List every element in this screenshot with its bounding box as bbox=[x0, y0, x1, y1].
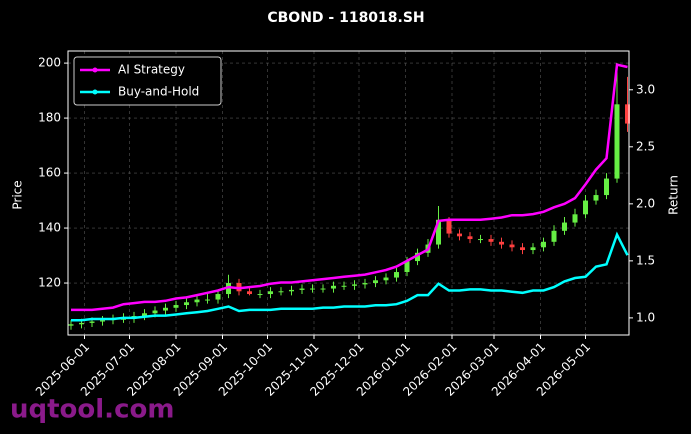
candle-body bbox=[593, 195, 599, 201]
y-tick-label: 140 bbox=[38, 221, 61, 235]
candle-body bbox=[362, 283, 368, 285]
candle-body bbox=[215, 294, 221, 300]
candle-body bbox=[625, 104, 630, 124]
candle-body bbox=[541, 241, 546, 248]
y-tick-label: 200 bbox=[38, 56, 61, 70]
candle-body bbox=[289, 289, 294, 292]
candle-body bbox=[226, 283, 231, 295]
y2-tick-label: 2.0 bbox=[636, 196, 655, 210]
candle-body bbox=[520, 247, 525, 251]
candle-body bbox=[278, 291, 284, 293]
candle-body bbox=[614, 104, 620, 179]
candle-body bbox=[331, 285, 336, 289]
candle-body bbox=[79, 322, 84, 325]
candle-body bbox=[394, 272, 399, 278]
candle-body bbox=[184, 302, 189, 306]
candle-body bbox=[100, 320, 105, 322]
legend-box bbox=[73, 56, 222, 106]
legend-marker bbox=[92, 67, 98, 73]
return-line bbox=[71, 63, 628, 312]
candle-body bbox=[320, 288, 326, 290]
candle-body bbox=[68, 324, 74, 326]
y-axis-label: Price bbox=[11, 180, 25, 209]
y-tick-label: 160 bbox=[38, 166, 61, 180]
candle-body bbox=[436, 219, 441, 245]
y2-axis-label: Return bbox=[667, 175, 681, 215]
legend-label: Buy-and-Hold bbox=[118, 85, 199, 99]
candle-body bbox=[299, 288, 305, 290]
y2-tick-label: 1.5 bbox=[636, 253, 655, 267]
return-line bbox=[71, 231, 629, 322]
candle-body bbox=[205, 299, 210, 301]
y-tick-label: 180 bbox=[38, 111, 61, 125]
candle-body bbox=[562, 222, 567, 231]
candle-body bbox=[268, 291, 273, 295]
candle-body bbox=[415, 252, 420, 262]
candle-body bbox=[173, 305, 179, 308]
candle-body bbox=[121, 318, 126, 320]
candle-body bbox=[247, 291, 252, 295]
y2-tick-label: 3.0 bbox=[636, 82, 655, 96]
candle-body bbox=[583, 200, 588, 215]
candle-body bbox=[478, 239, 483, 241]
candle-body bbox=[142, 313, 147, 317]
candle-body bbox=[383, 277, 389, 281]
candle-body bbox=[194, 299, 200, 303]
plot-frame bbox=[67, 50, 630, 336]
watermark: uqtool.com bbox=[10, 395, 174, 425]
candle-body bbox=[509, 244, 515, 248]
candle-body bbox=[404, 261, 410, 273]
chart-title: CBOND - 118018.SH bbox=[267, 10, 424, 26]
candle-body bbox=[604, 178, 609, 196]
candle-body bbox=[310, 288, 315, 290]
legend-label: AI Strategy bbox=[118, 63, 185, 77]
candle-body bbox=[352, 284, 357, 286]
candle-body bbox=[499, 241, 504, 245]
y-tick-label: 120 bbox=[38, 276, 61, 290]
candle-body bbox=[257, 294, 263, 296]
y2-tick-label: 1.0 bbox=[636, 310, 655, 324]
candle-body bbox=[457, 233, 462, 237]
candle-body bbox=[446, 219, 452, 234]
candle-body bbox=[572, 214, 578, 223]
candle-body bbox=[89, 321, 95, 323]
candle-body bbox=[551, 230, 557, 242]
legend-marker bbox=[92, 89, 98, 95]
candle-body bbox=[467, 236, 473, 240]
candle-body bbox=[373, 280, 378, 284]
candle-body bbox=[163, 307, 168, 311]
candle-body bbox=[341, 285, 347, 287]
y2-tick-label: 2.5 bbox=[636, 139, 655, 153]
candle-body bbox=[488, 239, 494, 242]
candle-body bbox=[152, 310, 158, 314]
candle-body bbox=[530, 247, 536, 251]
